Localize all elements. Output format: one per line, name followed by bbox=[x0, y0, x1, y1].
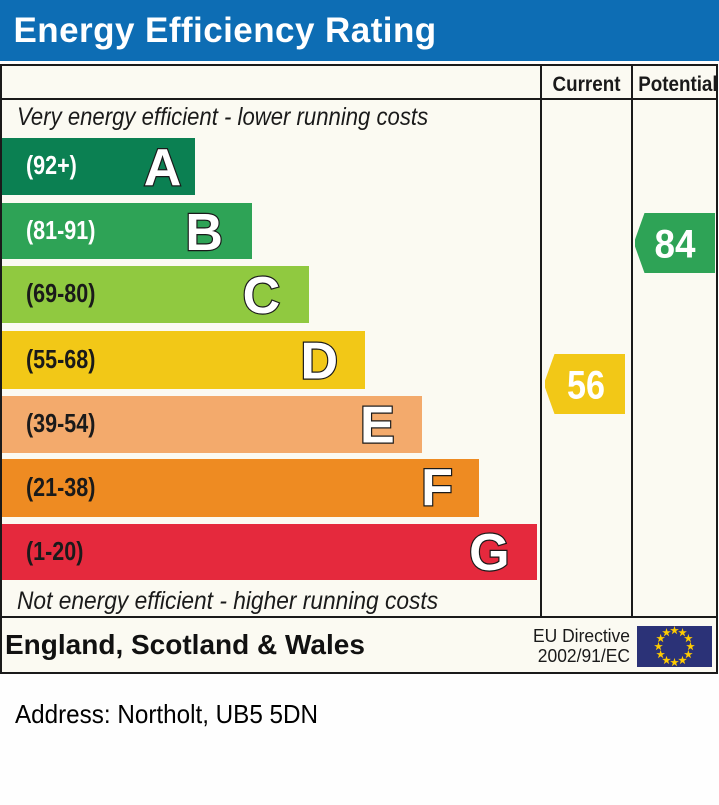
svg-text:56: 56 bbox=[567, 364, 605, 408]
svg-text:E: E bbox=[360, 396, 395, 454]
svg-text:G: G bbox=[469, 524, 509, 582]
svg-text:F: F bbox=[421, 459, 453, 517]
svg-text:C: C bbox=[243, 267, 281, 325]
svg-text:B: B bbox=[185, 204, 223, 262]
svg-text:A: A bbox=[144, 139, 182, 197]
svg-text:84: 84 bbox=[655, 222, 697, 266]
svg-text:D: D bbox=[301, 333, 339, 391]
